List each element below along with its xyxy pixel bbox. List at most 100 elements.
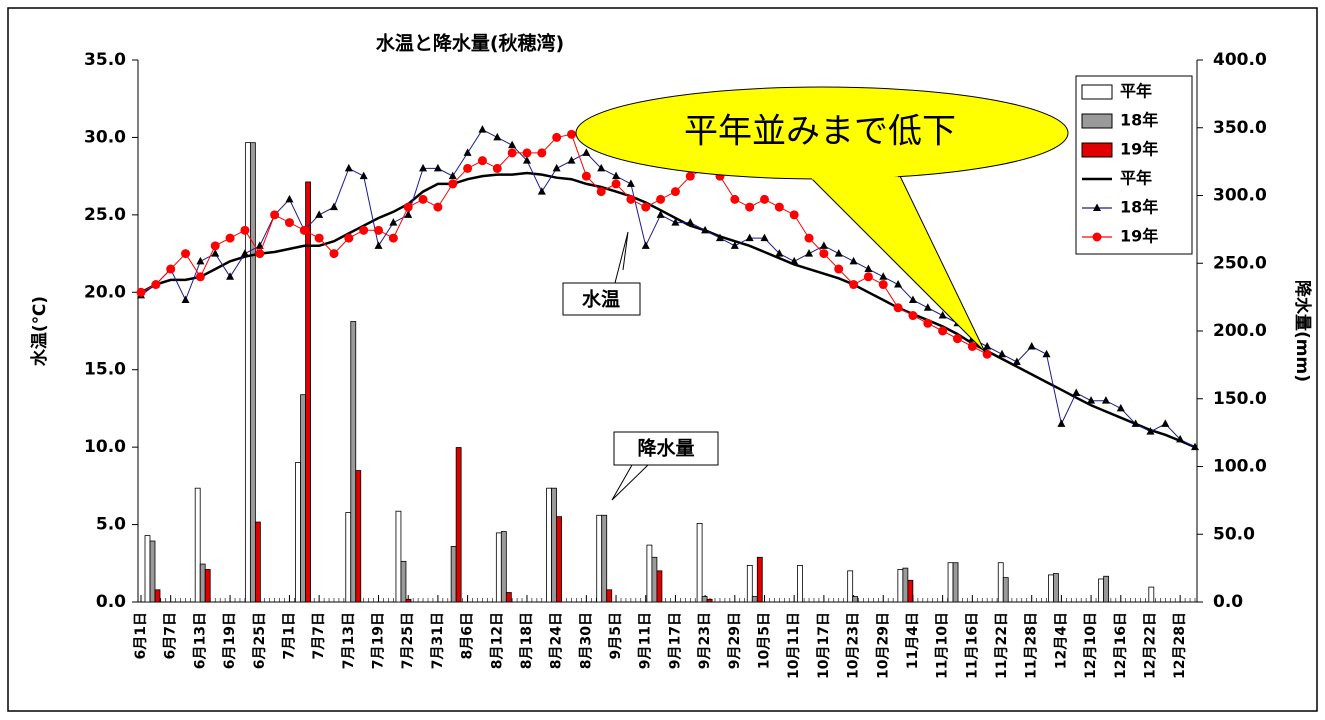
marker (819, 241, 828, 249)
marker (805, 249, 814, 257)
marker (938, 326, 948, 336)
bar (345, 512, 352, 603)
marker (626, 194, 636, 204)
bar (756, 556, 763, 603)
marker (626, 179, 635, 187)
x-tick-label: 12月22日 (1142, 612, 1158, 679)
plot-area: 0.0 5.0 10.0 15.0 20.0 25.0 30.0 35.0 0.0 50.0 100… (84, 50, 1267, 679)
marker (967, 341, 977, 351)
x-tick-label: 6月1日 (133, 612, 149, 659)
marker (998, 349, 1007, 358)
bar (947, 562, 954, 603)
marker (790, 256, 799, 265)
marker (329, 202, 338, 211)
marker (1116, 403, 1125, 412)
marker (730, 194, 740, 204)
bar (646, 544, 653, 603)
marker (804, 233, 814, 243)
marker (285, 194, 294, 203)
marker (879, 272, 888, 280)
legend-label: 19年 (1120, 227, 1158, 246)
bar (450, 546, 457, 603)
marker (567, 156, 576, 164)
x-tick-label: 7月1日 (281, 612, 297, 659)
x-tick-label: 11月28日 (1024, 612, 1040, 679)
marker (1087, 396, 1096, 404)
marker (1191, 442, 1199, 451)
marker (359, 225, 369, 235)
marker (537, 187, 546, 195)
bar (244, 142, 251, 603)
bar (455, 447, 462, 603)
x-tick-label: 9月11日 (638, 612, 654, 669)
x-tick-label: 10月17日 (816, 612, 832, 679)
bar (556, 516, 562, 603)
bar (149, 540, 156, 603)
bar (706, 598, 713, 603)
x-tick-label: 9月29日 (727, 612, 743, 669)
marker (893, 303, 903, 313)
callout-text: 平年並みまで低下 (684, 112, 956, 152)
marker (195, 272, 205, 282)
marker (537, 148, 547, 158)
y-tick-label: 20.0 (84, 282, 126, 302)
marker (210, 241, 220, 251)
legend-swatch (1081, 113, 1113, 129)
marker (359, 171, 368, 180)
marker (730, 241, 739, 249)
marker (878, 280, 888, 290)
marker (1146, 427, 1155, 435)
marker (433, 202, 443, 212)
bar (1103, 575, 1110, 603)
bar (606, 589, 613, 603)
marker (789, 210, 799, 220)
x-tick-label: 11月4日 (905, 612, 921, 669)
line (140, 133, 988, 355)
bar (1048, 574, 1054, 603)
x-tick-label: 12月4日 (1053, 612, 1069, 669)
x-tick-label: 6月25日 (252, 612, 268, 669)
x-tick-label: 10月29日 (875, 612, 891, 679)
bar (350, 321, 357, 603)
x-tick-label: 9月23日 (697, 612, 713, 669)
marker (745, 233, 754, 242)
bar (852, 596, 859, 603)
marker (774, 202, 784, 212)
bar (546, 487, 552, 603)
marker (834, 264, 844, 274)
marker (284, 218, 294, 228)
marker (374, 241, 383, 249)
bar (952, 562, 959, 603)
marker (612, 171, 621, 180)
marker (226, 272, 235, 280)
marker (745, 202, 755, 212)
marker (389, 218, 398, 226)
marker (834, 249, 843, 257)
marker (463, 163, 473, 173)
bar (997, 562, 1004, 603)
marker (670, 187, 680, 197)
marker (418, 194, 428, 204)
bar (395, 510, 402, 603)
legend-swatch (1081, 142, 1113, 158)
callout-precip: 降水量 (611, 431, 719, 501)
x-tick-label: 8月12日 (489, 612, 505, 669)
marker (314, 233, 324, 243)
marker (597, 163, 606, 172)
bar (254, 521, 261, 603)
bar (696, 523, 703, 603)
x-tick-label: 8月24日 (549, 612, 565, 669)
bar (505, 592, 512, 603)
marker (477, 156, 487, 166)
x-tick-label: 7月31日 (430, 612, 446, 669)
bar (601, 514, 608, 603)
bar (199, 563, 206, 603)
x-tick-label: 8月18日 (519, 612, 535, 669)
bar (1002, 577, 1009, 603)
marker (478, 125, 487, 133)
marker (255, 249, 265, 259)
legend-box (1075, 75, 1193, 255)
bar (249, 142, 256, 603)
x-tick-label: 6月7日 (163, 612, 179, 659)
